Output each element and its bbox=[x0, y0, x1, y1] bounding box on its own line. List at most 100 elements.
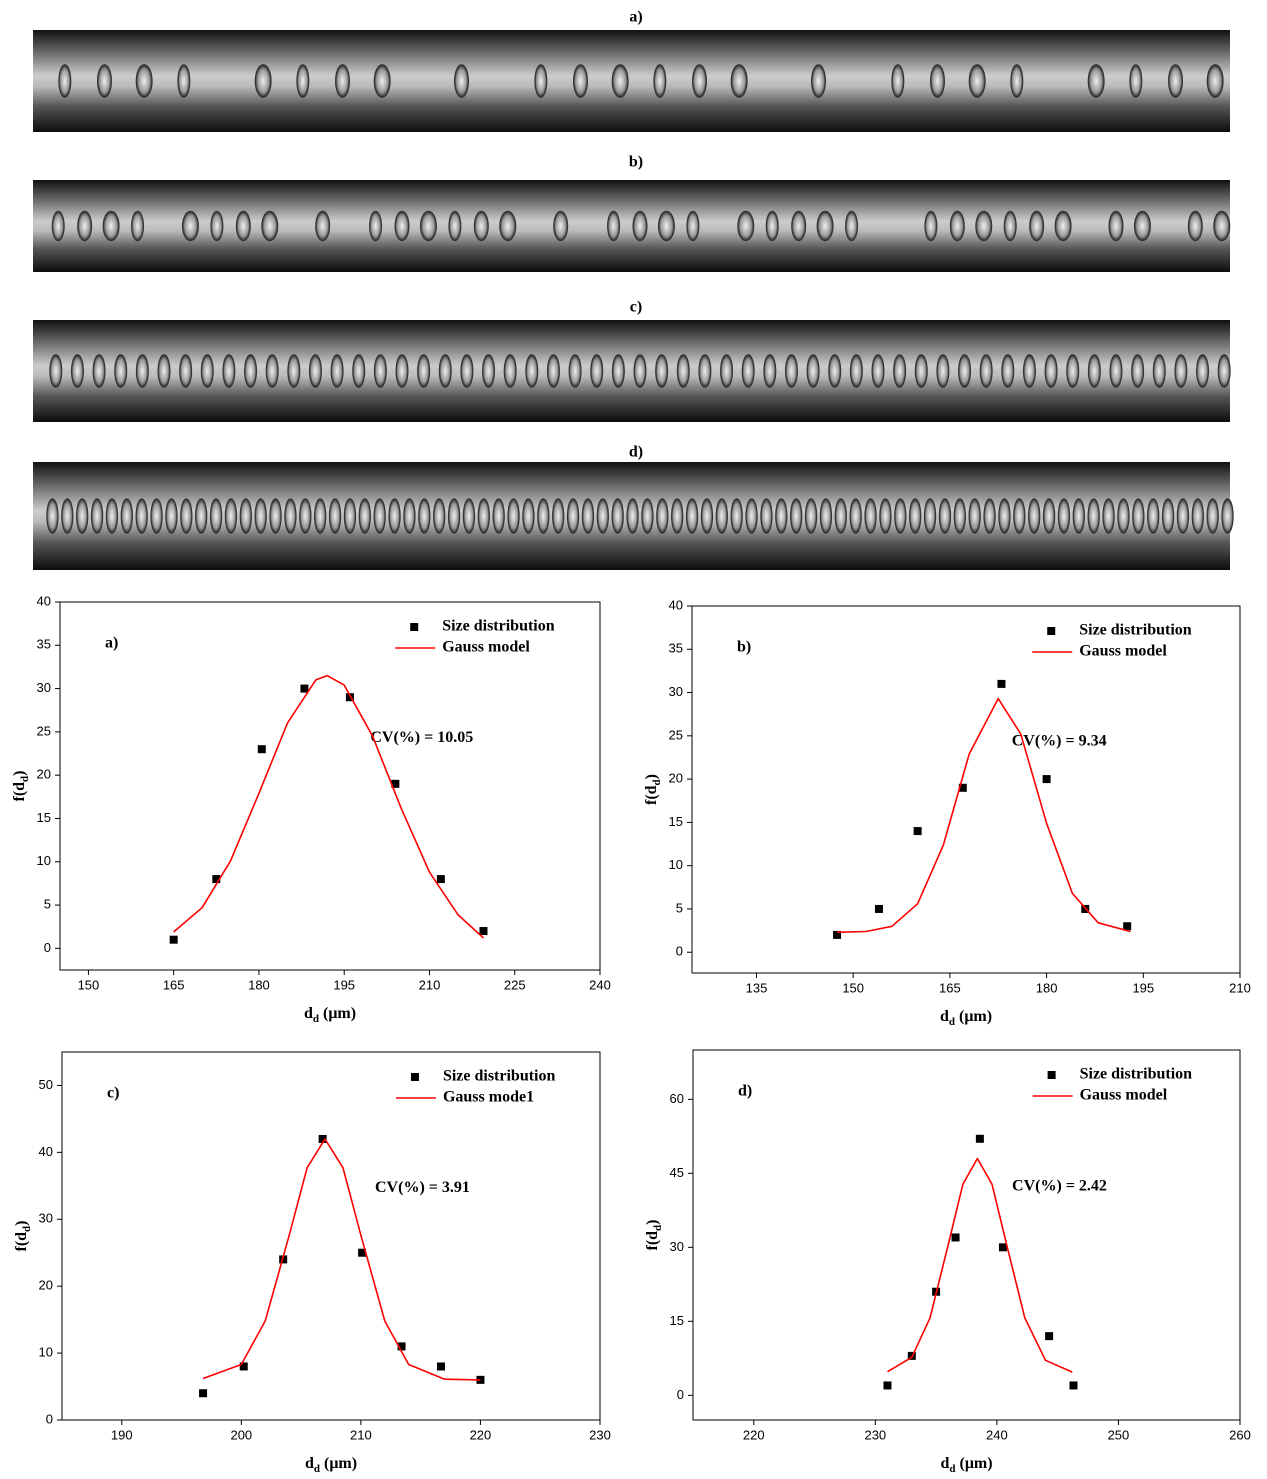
y-tick-label: 30 bbox=[37, 680, 51, 695]
droplet bbox=[179, 354, 193, 388]
x-axis-label-main: d bbox=[305, 1455, 314, 1472]
droplet bbox=[418, 498, 431, 534]
droplet bbox=[328, 498, 342, 534]
droplet bbox=[949, 210, 965, 242]
data-point bbox=[1045, 1332, 1054, 1341]
droplet bbox=[308, 354, 322, 388]
y-tick-label: 35 bbox=[37, 637, 51, 652]
droplet bbox=[845, 210, 859, 242]
legend-swatch bbox=[1047, 1071, 1056, 1079]
droplet bbox=[417, 354, 431, 388]
y-tick-label: 10 bbox=[669, 857, 683, 872]
data-point bbox=[1123, 922, 1132, 931]
droplet bbox=[566, 498, 580, 534]
data-point bbox=[345, 693, 354, 702]
legend-label: Gauss model bbox=[442, 639, 530, 656]
droplet bbox=[546, 354, 560, 388]
droplet bbox=[373, 64, 391, 98]
droplet bbox=[1010, 64, 1024, 98]
droplet bbox=[1102, 498, 1115, 534]
droplet bbox=[938, 498, 952, 534]
x-tick-label: 165 bbox=[939, 980, 961, 995]
y-axis-label-close: ) bbox=[643, 774, 660, 779]
data-point bbox=[436, 1362, 445, 1371]
data-point bbox=[1042, 775, 1051, 784]
x-tick-label: 210 bbox=[350, 1427, 372, 1442]
droplet bbox=[968, 64, 986, 98]
droplet bbox=[244, 354, 258, 388]
x-tick-label: 240 bbox=[986, 1427, 1008, 1442]
droplet bbox=[177, 64, 191, 98]
droplet bbox=[395, 354, 409, 388]
droplet bbox=[983, 498, 996, 534]
droplet bbox=[403, 498, 416, 534]
data-point bbox=[958, 783, 967, 792]
x-axis-label-main: d bbox=[940, 1455, 949, 1472]
fit-curve bbox=[837, 697, 1131, 934]
y-tick-label: 20 bbox=[37, 767, 51, 782]
droplet bbox=[358, 498, 371, 534]
droplet bbox=[685, 498, 699, 534]
y-tick-label: 35 bbox=[669, 641, 683, 656]
x-tick-label: 195 bbox=[333, 977, 355, 992]
droplet bbox=[633, 354, 647, 388]
fit-curve bbox=[173, 674, 485, 939]
droplet bbox=[1066, 354, 1080, 388]
droplet bbox=[1022, 354, 1036, 388]
x-tick-label: 260 bbox=[1229, 1427, 1251, 1442]
droplet bbox=[626, 498, 639, 534]
droplet bbox=[1001, 354, 1015, 388]
droplet bbox=[1129, 64, 1143, 98]
data-point bbox=[997, 679, 1006, 688]
droplet bbox=[1003, 210, 1017, 242]
y-tick-label: 15 bbox=[670, 1313, 684, 1328]
legend-swatch bbox=[410, 623, 419, 631]
droplet bbox=[871, 354, 885, 388]
data-point bbox=[874, 904, 883, 913]
x-tick-label: 180 bbox=[1036, 980, 1058, 995]
plot-frame bbox=[59, 601, 601, 971]
x-tick-label: 250 bbox=[1108, 1427, 1130, 1442]
droplet bbox=[373, 354, 387, 388]
y-axis-label-sub: d bbox=[19, 776, 31, 782]
droplet bbox=[534, 64, 548, 98]
y-tick-label: 0 bbox=[44, 940, 51, 955]
droplet bbox=[765, 210, 779, 242]
droplet bbox=[1108, 210, 1124, 242]
droplet bbox=[811, 64, 826, 98]
droplet bbox=[97, 64, 112, 98]
data-point bbox=[239, 1362, 248, 1371]
y-tick-label: 30 bbox=[39, 1211, 53, 1226]
x-tick-label: 135 bbox=[746, 980, 768, 995]
droplet bbox=[200, 354, 214, 388]
droplet bbox=[239, 498, 252, 534]
droplet bbox=[46, 498, 59, 534]
x-tick-label: 210 bbox=[1229, 980, 1251, 995]
droplet bbox=[1029, 210, 1045, 242]
droplet bbox=[330, 354, 344, 388]
droplet bbox=[849, 498, 862, 534]
x-tick-label: 190 bbox=[111, 1427, 133, 1442]
droplet bbox=[909, 498, 922, 534]
droplet bbox=[287, 354, 301, 388]
droplet bbox=[1221, 498, 1234, 534]
droplet bbox=[1044, 354, 1058, 388]
data-point bbox=[883, 1381, 892, 1390]
droplet bbox=[998, 498, 1011, 534]
legend-label: Size distribution bbox=[1080, 1066, 1193, 1083]
plot-frame bbox=[692, 1049, 1241, 1421]
droplet bbox=[1133, 210, 1151, 242]
droplet bbox=[1206, 498, 1219, 534]
x-axis-label-unit: (μm) bbox=[959, 1455, 992, 1472]
droplet bbox=[819, 498, 833, 534]
droplet bbox=[482, 354, 496, 388]
droplet bbox=[352, 354, 366, 388]
droplet bbox=[49, 354, 63, 388]
y-axis-label-close: ) bbox=[11, 770, 28, 775]
droplet bbox=[891, 64, 905, 98]
data-point bbox=[476, 1375, 485, 1384]
droplet bbox=[632, 210, 648, 242]
droplet bbox=[77, 210, 93, 242]
droplet bbox=[923, 498, 937, 534]
droplet bbox=[834, 498, 847, 534]
